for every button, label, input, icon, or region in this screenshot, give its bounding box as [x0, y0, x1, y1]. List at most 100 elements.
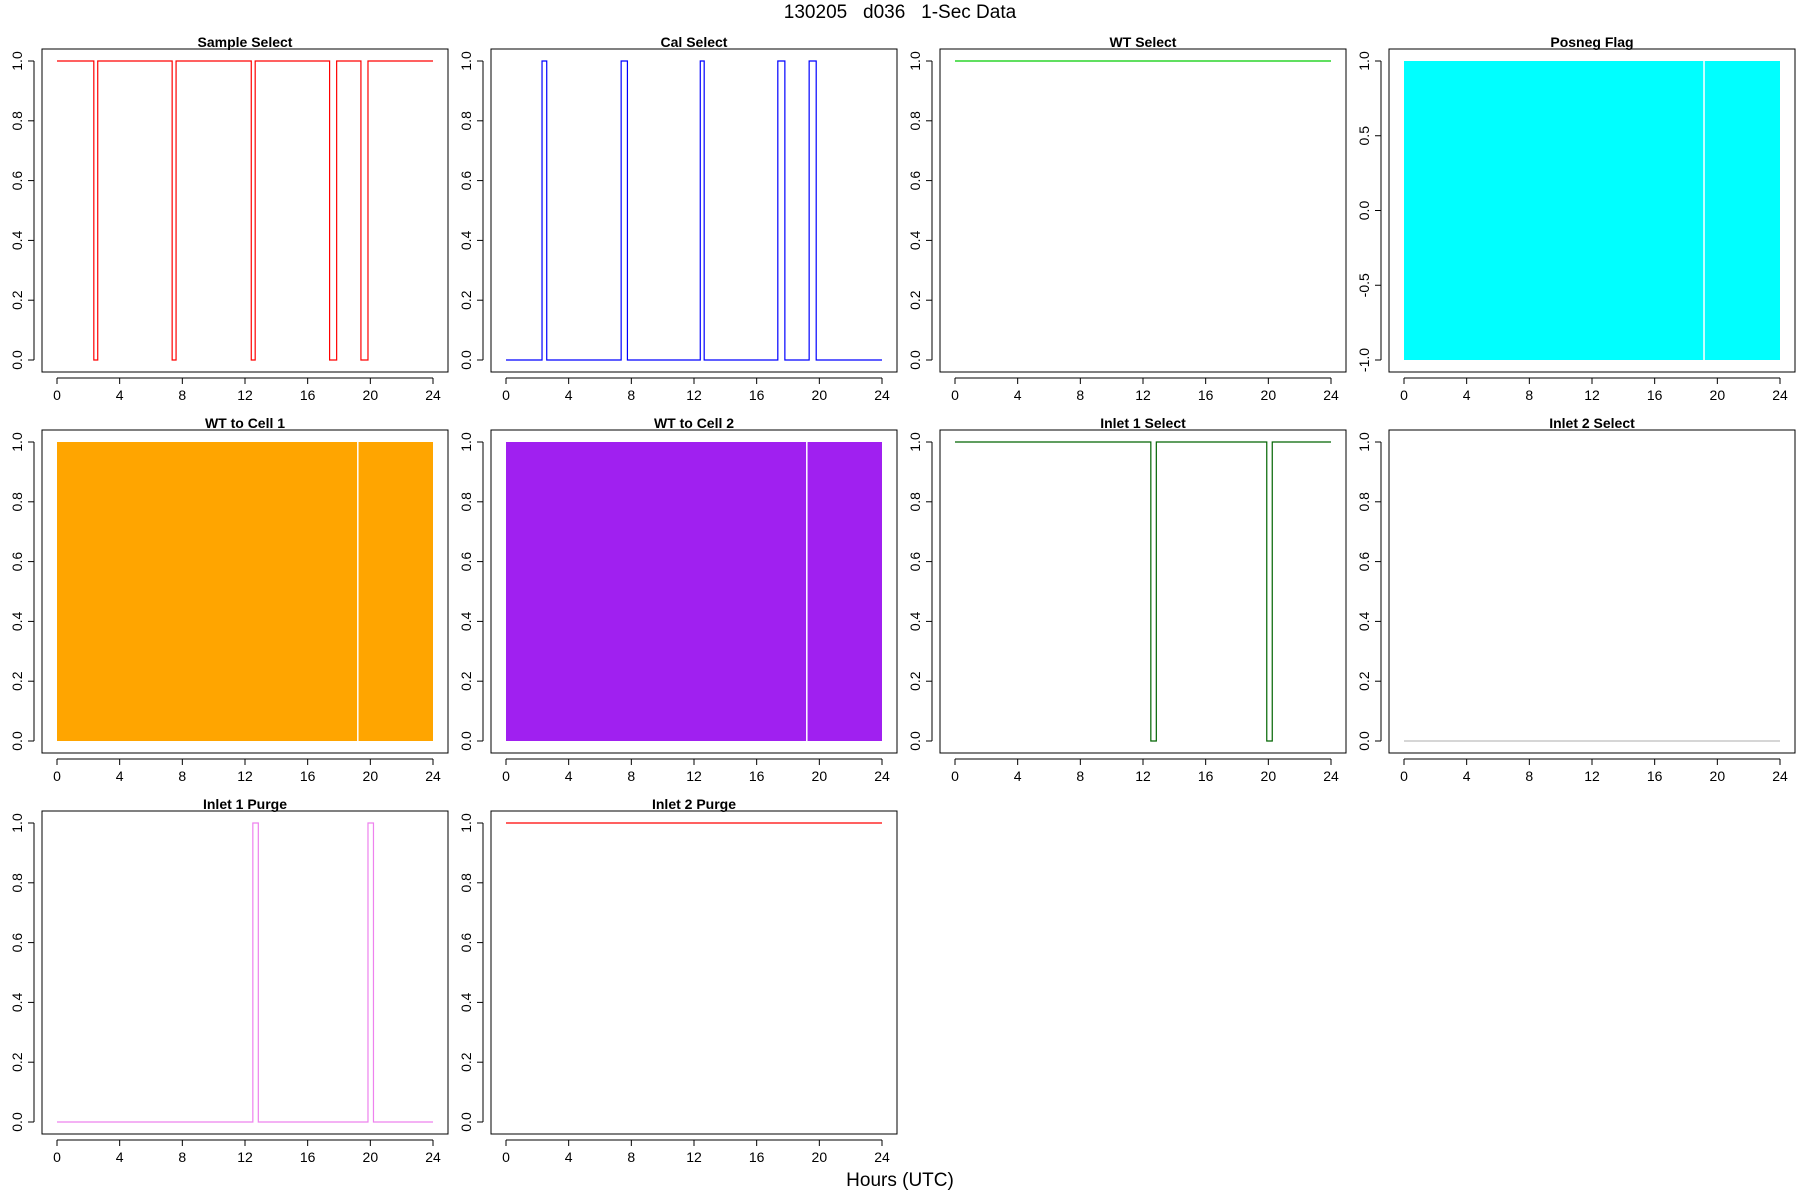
series-line-cal-select	[506, 60, 882, 361]
y-tick-label-sample-select: 0.0	[9, 350, 25, 370]
x-tick-label-wt-to-cell-2: 16	[749, 768, 765, 784]
y-tick-label-inlet-2-select: 0.4	[1356, 611, 1372, 631]
chart-title-cal-select: Cal Select	[661, 34, 728, 50]
x-tick-label-wt-select: 12	[1135, 387, 1151, 403]
x-tick-label-inlet-2-select: 16	[1647, 768, 1663, 784]
plot-frame-wt-to-cell-2	[490, 429, 898, 754]
y-tick-label-wt-select: 0.0	[907, 350, 923, 370]
x-tick-label-wt-select: 4	[1014, 387, 1022, 403]
x-tick-label-wt-to-cell-1: 16	[300, 768, 316, 784]
plot-frame-wt-to-cell-1	[41, 429, 449, 754]
x-tick-label-wt-to-cell-1: 20	[363, 768, 379, 784]
y-tick-label-inlet-2-select: 0.8	[1356, 492, 1372, 512]
x-tick-label-inlet-1-select: 24	[1323, 768, 1339, 784]
x-tick-label-inlet-2-select: 8	[1525, 768, 1533, 784]
y-tick-label-cal-select: 1.0	[458, 51, 474, 71]
y-tick-label-inlet-1-purge: 0.6	[9, 933, 25, 953]
x-tick-label-wt-select: 20	[1261, 387, 1277, 403]
x-tick-label-inlet-1-select: 20	[1261, 768, 1277, 784]
x-tick-label-inlet-2-purge: 16	[749, 1149, 765, 1165]
x-tick-label-cal-select: 16	[749, 387, 765, 403]
y-tick-label-wt-to-cell-2: 0.0	[458, 731, 474, 751]
x-tick-label-posneg-flag: 4	[1463, 387, 1471, 403]
x-tick-label-inlet-2-select: 24	[1772, 768, 1788, 784]
x-tick-label-inlet-2-select: 0	[1400, 768, 1408, 784]
y-tick-label-cal-select: 0.4	[458, 230, 474, 250]
chart-title-inlet-1-purge: Inlet 1 Purge	[203, 796, 287, 812]
y-tick-label-wt-to-cell-2: 1.0	[458, 432, 474, 452]
plot-frame-inlet-2-purge	[490, 810, 898, 1135]
x-tick-label-inlet-1-purge: 16	[300, 1149, 316, 1165]
x-tick-label-posneg-flag: 8	[1525, 387, 1533, 403]
x-tick-label-cal-select: 20	[812, 387, 828, 403]
x-tick-label-posneg-flag: 16	[1647, 387, 1663, 403]
y-tick-label-wt-to-cell-1: 1.0	[9, 432, 25, 452]
plot-frame-inlet-1-purge	[41, 810, 449, 1135]
y-tick-label-inlet-1-select: 0.6	[907, 552, 923, 572]
plot-frame-sample-select	[41, 48, 449, 373]
x-tick-label-inlet-1-purge: 4	[116, 1149, 124, 1165]
x-tick-label-wt-to-cell-1: 24	[425, 768, 441, 784]
x-tick-label-inlet-1-select: 8	[1076, 768, 1084, 784]
panel-wt-to-cell-2: WT to Cell 2 0 4 8 12 16 20 24 0.0 0.2 0.4 0.6 0.8 1.…	[458, 415, 898, 784]
y-tick-label-sample-select: 0.8	[9, 111, 25, 131]
x-tick-label-posneg-flag: 12	[1584, 387, 1600, 403]
x-tick-label-wt-to-cell-2: 24	[874, 768, 890, 784]
panel-inlet-2-select: Inlet 2 Select 0 4 8 12 16 20 24 0.0 0.2 0.4 0.6 0.8…	[1356, 415, 1796, 784]
y-tick-label-inlet-1-purge: 0.2	[9, 1052, 25, 1072]
y-tick-label-inlet-2-select: 0.0	[1356, 731, 1372, 751]
chart-title-inlet-2-select: Inlet 2 Select	[1549, 415, 1635, 431]
x-tick-label-inlet-1-purge: 24	[425, 1149, 441, 1165]
x-tick-label-inlet-2-select: 4	[1463, 768, 1471, 784]
y-tick-label-wt-to-cell-1: 0.8	[9, 492, 25, 512]
x-tick-label-inlet-1-purge: 20	[363, 1149, 379, 1165]
chart-title-wt-to-cell-1: WT to Cell 1	[205, 415, 285, 431]
y-tick-label-wt-to-cell-2: 0.8	[458, 492, 474, 512]
y-tick-label-wt-select: 0.4	[907, 230, 923, 250]
panel-inlet-2-purge: Inlet 2 Purge 0 4 8 12 16 20 24 0.0 0.2 0.4 0.6 0.8 1…	[458, 796, 898, 1165]
x-tick-label-inlet-2-select: 12	[1584, 768, 1600, 784]
y-tick-label-wt-to-cell-2: 0.4	[458, 611, 474, 631]
y-tick-label-posneg-flag: -0.5	[1356, 273, 1372, 297]
x-tick-label-sample-select: 24	[425, 387, 441, 403]
panel-inlet-1-select: Inlet 1 Select 0 4 8 12 16 20 24 0.0 0.2 0.4 0.6 0.8…	[907, 415, 1347, 784]
panel-posneg-flag: Posneg Flag 0 4 8 12 16 20 24 -1.0 -0.5 0.0 0.5 1.0	[1356, 34, 1796, 403]
x-tick-label-inlet-2-purge: 0	[502, 1149, 510, 1165]
x-tick-label-wt-select: 0	[951, 387, 959, 403]
y-tick-label-wt-to-cell-1: 0.0	[9, 731, 25, 751]
x-tick-label-wt-to-cell-2: 12	[686, 768, 702, 784]
x-tick-label-inlet-1-purge: 12	[237, 1149, 253, 1165]
series-fill-wt-to-cell-1	[57, 442, 433, 741]
y-tick-label-inlet-1-purge: 1.0	[9, 813, 25, 833]
y-tick-label-sample-select: 0.6	[9, 171, 25, 191]
plot-frame-inlet-1-select	[939, 429, 1347, 754]
y-tick-label-wt-select: 0.8	[907, 111, 923, 131]
x-tick-label-wt-select: 24	[1323, 387, 1339, 403]
panel-inlet-1-purge: Inlet 1 Purge 0 4 8 12 16 20 24 0.0 0.2 0.4 0.6 0.8 1…	[9, 796, 449, 1165]
x-tick-label-inlet-2-purge: 4	[565, 1149, 573, 1165]
x-tick-label-inlet-1-select: 4	[1014, 768, 1022, 784]
y-tick-label-cal-select: 0.6	[458, 171, 474, 191]
x-tick-label-wt-to-cell-1: 12	[237, 768, 253, 784]
y-tick-label-inlet-2-purge: 1.0	[458, 813, 474, 833]
y-tick-label-wt-to-cell-2: 0.2	[458, 671, 474, 691]
x-tick-label-inlet-2-select: 20	[1710, 768, 1726, 784]
y-tick-label-inlet-1-purge: 0.0	[9, 1112, 25, 1132]
y-tick-label-inlet-1-select: 1.0	[907, 432, 923, 452]
y-tick-label-sample-select: 0.2	[9, 290, 25, 310]
y-tick-label-posneg-flag: 1.0	[1356, 51, 1372, 71]
x-tick-label-inlet-1-purge: 8	[178, 1149, 186, 1165]
x-tick-label-cal-select: 4	[565, 387, 573, 403]
x-tick-label-wt-to-cell-2: 0	[502, 768, 510, 784]
x-axis-label: Hours (UTC)	[846, 1170, 954, 1191]
plot-frame-wt-select	[939, 48, 1347, 373]
x-tick-label-posneg-flag: 20	[1710, 387, 1726, 403]
y-tick-label-inlet-2-select: 0.6	[1356, 552, 1372, 572]
x-tick-label-sample-select: 12	[237, 387, 253, 403]
y-tick-label-inlet-2-purge: 0.6	[458, 933, 474, 953]
y-tick-label-wt-to-cell-2: 0.6	[458, 552, 474, 572]
chart-title-wt-to-cell-2: WT to Cell 2	[654, 415, 734, 431]
y-tick-label-wt-to-cell-1: 0.6	[9, 552, 25, 572]
y-tick-label-inlet-1-select: 0.4	[907, 611, 923, 631]
